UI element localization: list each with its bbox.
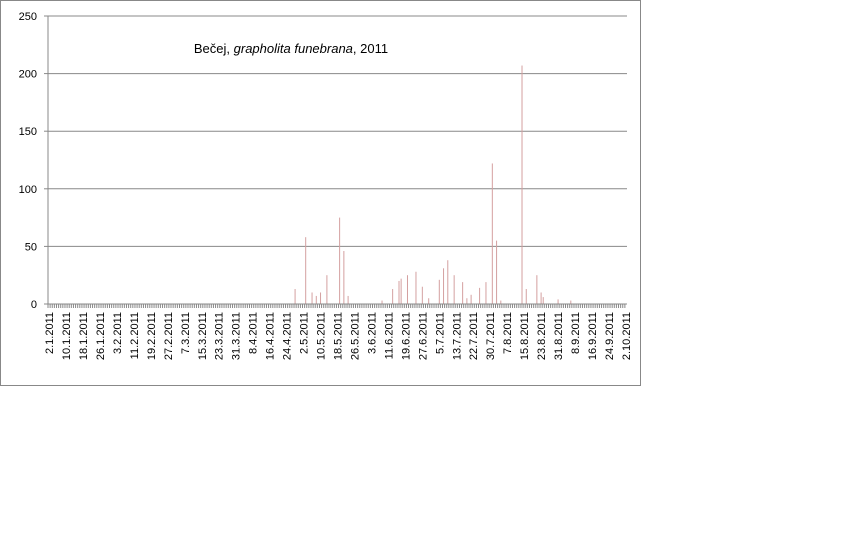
bar bbox=[540, 292, 542, 304]
bar bbox=[542, 297, 544, 304]
x-tick-label: 8.4.2011 bbox=[248, 312, 260, 354]
bar bbox=[400, 278, 402, 304]
bar bbox=[491, 163, 493, 304]
x-tick-label: 11.2.2011 bbox=[129, 312, 141, 359]
bar bbox=[500, 300, 502, 304]
x-tick-label: 3.6.2011 bbox=[366, 312, 378, 354]
x-tick-label: 27.6.2011 bbox=[417, 312, 429, 360]
y-tick-label: 200 bbox=[19, 69, 37, 81]
y-tick-label: 0 bbox=[31, 299, 37, 311]
x-tick-label: 24.9.2011 bbox=[604, 312, 616, 360]
x-tick-label: 2.10.2011 bbox=[621, 312, 633, 360]
bar bbox=[381, 300, 383, 304]
x-tick-label: 18.5.2011 bbox=[333, 312, 345, 360]
bar bbox=[570, 300, 572, 304]
bar bbox=[479, 287, 481, 304]
bar bbox=[398, 280, 400, 304]
x-tick-label: 23.8.2011 bbox=[536, 312, 548, 360]
x-tick-label: 15.8.2011 bbox=[519, 312, 531, 360]
bar bbox=[320, 292, 322, 304]
x-tick-label: 26.1.2011 bbox=[95, 312, 107, 360]
x-tick-label: 10.1.2011 bbox=[61, 312, 73, 360]
x-tick-label: 2.1.2011 bbox=[44, 312, 56, 354]
bar bbox=[470, 294, 472, 304]
x-tick-label: 2.5.2011 bbox=[299, 312, 311, 354]
bar bbox=[438, 279, 440, 304]
x-tick-label: 23.3.2011 bbox=[214, 312, 226, 360]
bar bbox=[557, 299, 559, 304]
bar bbox=[521, 65, 523, 304]
x-tick-label: 8.9.2011 bbox=[570, 312, 582, 354]
y-tick-label: 250 bbox=[19, 11, 37, 23]
x-tick-label: 5.7.2011 bbox=[434, 312, 446, 354]
bar bbox=[347, 295, 349, 304]
bar bbox=[339, 217, 341, 304]
x-tick-label: 31.3.2011 bbox=[231, 312, 243, 360]
bar bbox=[415, 271, 417, 304]
bar bbox=[406, 275, 408, 304]
bar bbox=[536, 275, 538, 304]
x-tick-label: 30.7.2011 bbox=[485, 312, 497, 360]
y-tick-label: 150 bbox=[19, 126, 37, 138]
bar bbox=[305, 237, 307, 304]
y-tick-label: 50 bbox=[25, 241, 37, 253]
bar bbox=[496, 240, 498, 304]
title-part: grapholita funebrana bbox=[234, 41, 353, 56]
title-part: Bečej, bbox=[194, 41, 234, 56]
x-tick-label: 3.2.2011 bbox=[112, 312, 124, 354]
x-tick-label: 31.8.2011 bbox=[553, 312, 565, 360]
x-tick-label: 26.5.2011 bbox=[349, 312, 361, 360]
x-tick-label: 19.2.2011 bbox=[146, 312, 158, 360]
chart-title: Bečej, grapholita funebrana, 2011 bbox=[194, 41, 388, 56]
bar bbox=[315, 295, 317, 304]
x-tick-label: 18.1.2011 bbox=[78, 312, 90, 360]
x-tick-label: 13.7.2011 bbox=[451, 312, 463, 360]
x-tick-label: 22.7.2011 bbox=[468, 312, 480, 360]
bar bbox=[453, 275, 455, 304]
bar bbox=[485, 282, 487, 304]
bar bbox=[311, 292, 313, 304]
bar bbox=[525, 289, 527, 304]
bar bbox=[428, 298, 430, 304]
x-tick-label: 24.4.2011 bbox=[282, 312, 294, 360]
bar bbox=[462, 282, 464, 304]
bar bbox=[466, 298, 468, 304]
x-tick-label: 27.2.2011 bbox=[163, 312, 175, 360]
bar bbox=[447, 260, 449, 304]
x-tick-label: 7.3.2011 bbox=[180, 312, 192, 354]
x-tick-label: 16.4.2011 bbox=[265, 312, 277, 360]
y-tick-label: 100 bbox=[19, 184, 37, 196]
x-tick-label: 15.3.2011 bbox=[197, 312, 209, 360]
x-tick-label: 16.9.2011 bbox=[587, 312, 599, 360]
chart-frame bbox=[0, 0, 641, 386]
bar bbox=[343, 251, 345, 304]
x-tick-label: 11.6.2011 bbox=[383, 312, 395, 359]
title-part: , 2011 bbox=[353, 41, 388, 56]
bar bbox=[421, 286, 423, 304]
x-tick-label: 7.8.2011 bbox=[502, 312, 514, 354]
bar bbox=[326, 275, 328, 304]
bar bbox=[443, 268, 445, 304]
bar bbox=[294, 289, 296, 304]
x-tick-label: 10.5.2011 bbox=[316, 312, 328, 360]
bar bbox=[392, 289, 394, 304]
x-tick-label: 19.6.2011 bbox=[400, 312, 412, 360]
